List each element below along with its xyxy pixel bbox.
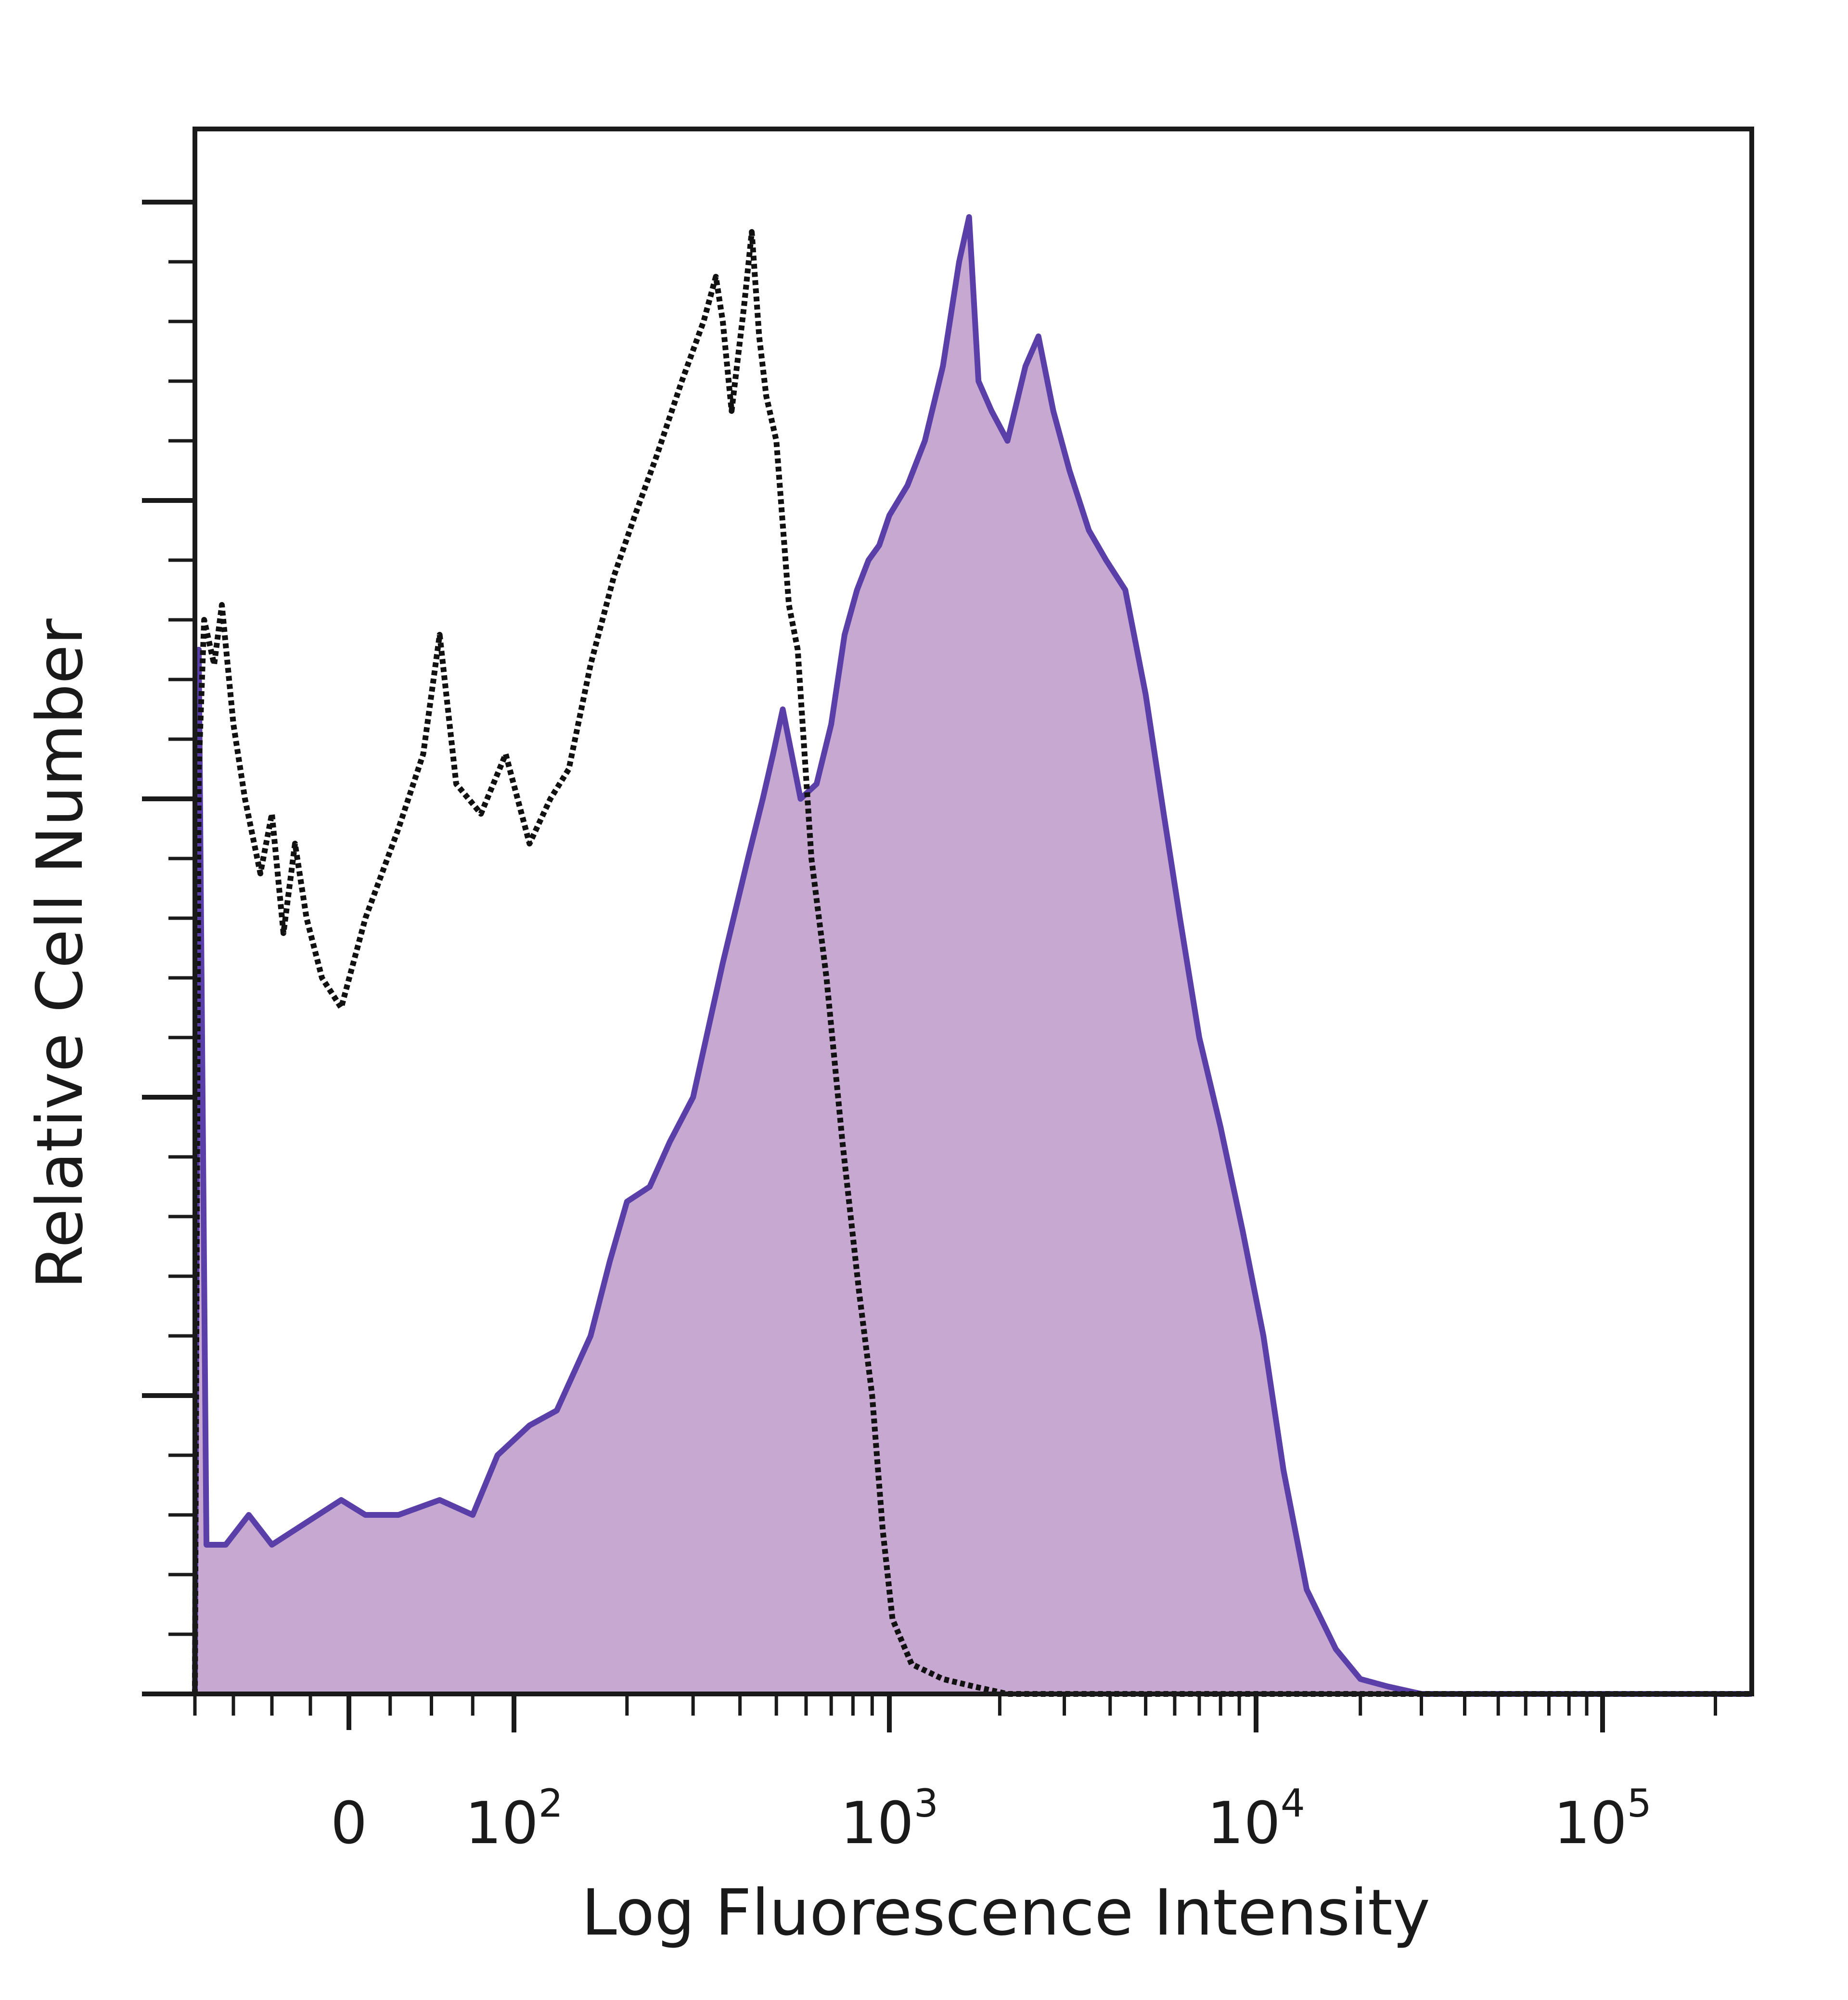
x-tick-label: 105 [1553, 1781, 1652, 1857]
stained-histogram-line [192, 214, 1752, 1697]
plot-frame [192, 127, 1754, 1696]
series-layer [192, 214, 1752, 1697]
y-axis [142, 200, 195, 1696]
x-tick-label: 0 [331, 1790, 367, 1857]
x-tick-label: 103 [840, 1781, 938, 1857]
control-histogram-line [192, 229, 1752, 1697]
stained-histogram-fill [195, 217, 1752, 1694]
x-tick-label: 102 [465, 1781, 563, 1857]
x-tick-label: 104 [1207, 1781, 1305, 1857]
y-axis-title: Relative Cell Number [23, 618, 97, 1289]
x-axis-title: Log Fluorescence Intensity [581, 1876, 1430, 1950]
x-axis: 0 102 103 104 105 [193, 1694, 1718, 1857]
